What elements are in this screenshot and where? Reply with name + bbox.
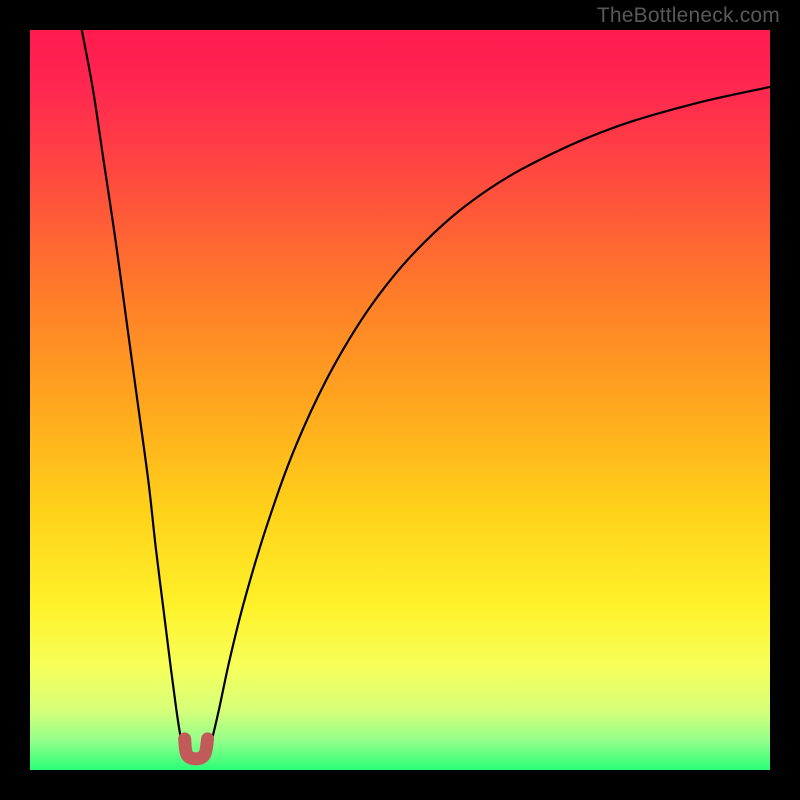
- bottleneck-curve-chart: [0, 0, 800, 800]
- figure-root: TheBottleneck.com: [0, 0, 800, 800]
- watermark-label: TheBottleneck.com: [597, 4, 780, 28]
- plot-background-gradient: [30, 30, 770, 770]
